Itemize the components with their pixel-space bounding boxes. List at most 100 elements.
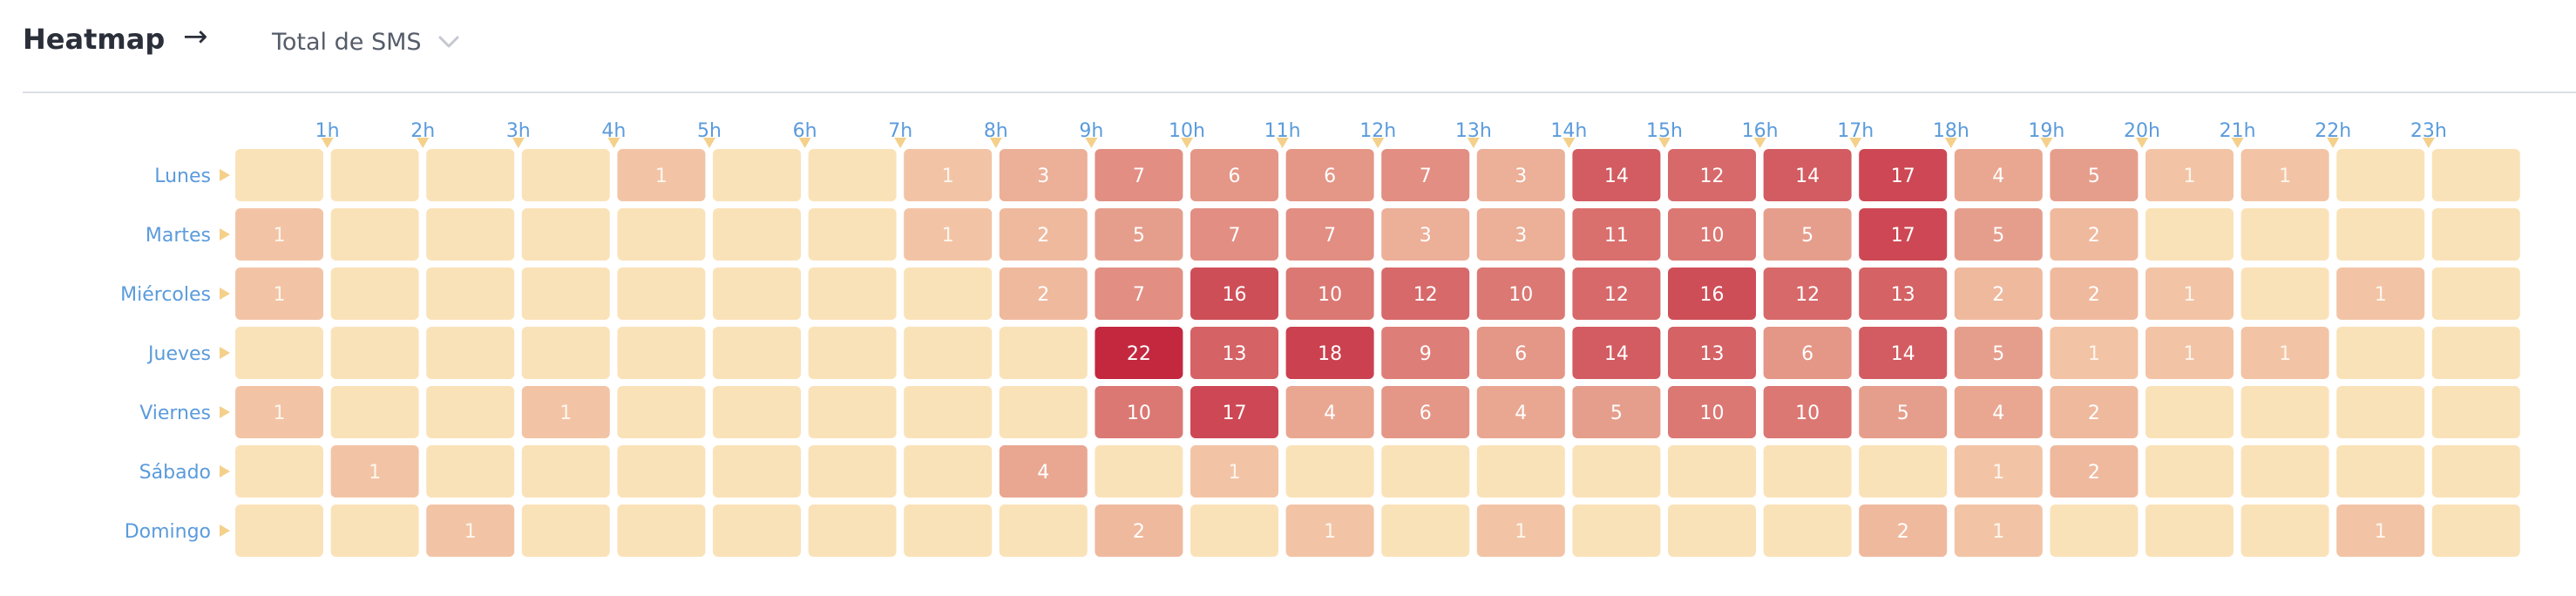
- heatmap-cell[interactable]: [2431, 327, 2520, 379]
- heatmap-cell[interactable]: [1476, 445, 1565, 498]
- heatmap-cell[interactable]: [1095, 149, 1183, 201]
- heatmap-cell[interactable]: [426, 327, 515, 379]
- heatmap-cell[interactable]: [235, 327, 323, 379]
- heatmap-cell[interactable]: [808, 268, 897, 320]
- heatmap-cell[interactable]: [426, 505, 515, 557]
- heatmap-cell[interactable]: [1190, 149, 1278, 201]
- heatmap-cell[interactable]: [617, 505, 706, 557]
- heatmap-cell[interactable]: [1381, 208, 1470, 261]
- heatmap-cell[interactable]: [2050, 327, 2139, 379]
- heatmap-cell[interactable]: [235, 268, 323, 320]
- heatmap-cell[interactable]: [426, 386, 515, 438]
- heatmap-cell[interactable]: [1190, 505, 1278, 557]
- metric-dropdown[interactable]: Total de SMS: [272, 21, 460, 63]
- heatmap-cell[interactable]: [1859, 268, 1948, 320]
- heatmap-cell[interactable]: [999, 505, 1088, 557]
- heatmap-cell[interactable]: [1476, 327, 1565, 379]
- heatmap-cell[interactable]: [713, 445, 801, 498]
- heatmap-cell[interactable]: [1381, 505, 1470, 557]
- heatmap-cell[interactable]: [999, 445, 1088, 498]
- heatmap-cell[interactable]: [2050, 445, 2139, 498]
- heatmap-cell[interactable]: [2050, 268, 2139, 320]
- heatmap-cell[interactable]: [2431, 505, 2520, 557]
- heatmap-cell[interactable]: [1668, 268, 1756, 320]
- heatmap-cell[interactable]: [2240, 208, 2329, 261]
- heatmap-cell[interactable]: [808, 208, 897, 261]
- heatmap-cell[interactable]: [426, 445, 515, 498]
- heatmap-cell[interactable]: [2240, 505, 2329, 557]
- heatmap-cell[interactable]: [2431, 268, 2520, 320]
- heatmap-cell[interactable]: [1572, 505, 1661, 557]
- heatmap-cell[interactable]: [1763, 445, 1852, 498]
- heatmap-cell[interactable]: [521, 208, 610, 261]
- heatmap-cell[interactable]: [1190, 208, 1278, 261]
- heatmap-cell[interactable]: [2336, 149, 2425, 201]
- heatmap-cell[interactable]: [330, 208, 419, 261]
- heatmap-cell[interactable]: [1954, 327, 2043, 379]
- heatmap-cell[interactable]: [1668, 505, 1756, 557]
- heatmap-cell[interactable]: [1285, 208, 1374, 261]
- heatmap-cell[interactable]: [1763, 208, 1852, 261]
- heatmap-cell[interactable]: [2050, 149, 2139, 201]
- heatmap-cell[interactable]: [1954, 386, 2043, 438]
- heatmap-cell[interactable]: [1381, 327, 1470, 379]
- heatmap-cell[interactable]: [2336, 268, 2425, 320]
- heatmap-cell[interactable]: [808, 505, 897, 557]
- heatmap-cell[interactable]: [713, 149, 801, 201]
- heatmap-cell[interactable]: [1285, 149, 1374, 201]
- heatmap-cell[interactable]: [235, 208, 323, 261]
- heatmap-cell[interactable]: [1572, 445, 1661, 498]
- heatmap-cell[interactable]: [1285, 505, 1374, 557]
- heatmap-cell[interactable]: [1476, 208, 1565, 261]
- heatmap-cell[interactable]: [808, 327, 897, 379]
- heatmap-cell[interactable]: [1763, 505, 1852, 557]
- heatmap-cell[interactable]: [1763, 386, 1852, 438]
- heatmap-cell[interactable]: [1668, 445, 1756, 498]
- heatmap-cell[interactable]: [1668, 208, 1756, 261]
- heatmap-cell[interactable]: [617, 445, 706, 498]
- heatmap-cell[interactable]: [2146, 268, 2234, 320]
- heatmap-cell[interactable]: [904, 505, 993, 557]
- heatmap-cell[interactable]: [2146, 386, 2234, 438]
- heatmap-cell[interactable]: [713, 386, 801, 438]
- heatmap-cell[interactable]: [904, 149, 993, 201]
- heatmap-cell[interactable]: [1954, 149, 2043, 201]
- heatmap-cell[interactable]: [2240, 386, 2329, 438]
- heatmap-cell[interactable]: [713, 505, 801, 557]
- heatmap-cell[interactable]: [1572, 208, 1661, 261]
- heatmap-cell[interactable]: [2240, 268, 2329, 320]
- heatmap-cell[interactable]: [2431, 208, 2520, 261]
- heatmap-cell[interactable]: [808, 445, 897, 498]
- heatmap-cell[interactable]: [1190, 386, 1278, 438]
- heatmap-cell[interactable]: [1381, 386, 1470, 438]
- heatmap-cell[interactable]: [999, 386, 1088, 438]
- heatmap-cell[interactable]: [1285, 445, 1374, 498]
- heatmap-cell[interactable]: [617, 149, 706, 201]
- heatmap-cell[interactable]: [904, 268, 993, 320]
- heatmap-cell[interactable]: [1954, 505, 2043, 557]
- heatmap-cell[interactable]: [426, 208, 515, 261]
- heatmap-cell[interactable]: [2431, 445, 2520, 498]
- heatmap-cell[interactable]: [1476, 268, 1565, 320]
- heatmap-cell[interactable]: [904, 208, 993, 261]
- heatmap-cell[interactable]: [521, 505, 610, 557]
- heatmap-cell[interactable]: [1668, 386, 1756, 438]
- heatmap-cell[interactable]: [426, 268, 515, 320]
- heatmap-cell[interactable]: [1668, 327, 1756, 379]
- heatmap-cell[interactable]: [617, 208, 706, 261]
- heatmap-cell[interactable]: [1476, 149, 1565, 201]
- heatmap-cell[interactable]: [1763, 327, 1852, 379]
- heatmap-cell[interactable]: [1859, 208, 1948, 261]
- heatmap-cell[interactable]: [1095, 445, 1183, 498]
- heatmap-cell[interactable]: [1859, 149, 1948, 201]
- heatmap-cell[interactable]: [1095, 208, 1183, 261]
- heatmap-cell[interactable]: [1954, 445, 2043, 498]
- heatmap-cell[interactable]: [2146, 327, 2234, 379]
- heatmap-cell[interactable]: [1095, 327, 1183, 379]
- heatmap-cell[interactable]: [999, 268, 1088, 320]
- heatmap-cell[interactable]: [2336, 505, 2425, 557]
- heatmap-cell[interactable]: [235, 445, 323, 498]
- heatmap-cell[interactable]: [1954, 268, 2043, 320]
- heatmap-cell[interactable]: [904, 445, 993, 498]
- heatmap-cell[interactable]: [1859, 505, 1948, 557]
